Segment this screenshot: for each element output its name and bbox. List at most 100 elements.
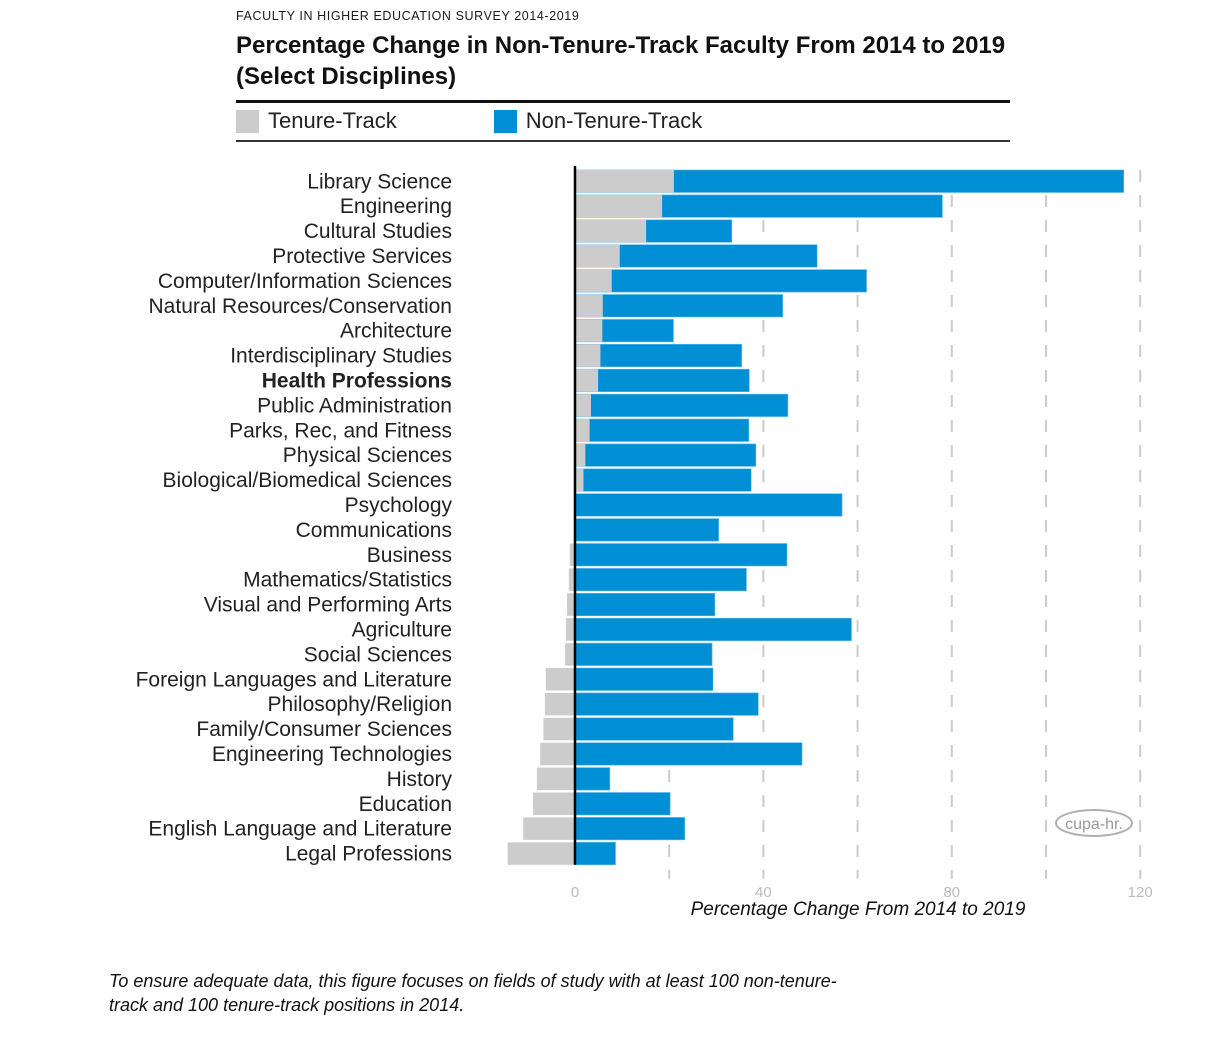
bar-non-tenure-track <box>574 767 611 791</box>
x-tick-label: 0 <box>571 884 579 901</box>
cupa-hr-logo: cupa-hr. <box>1055 809 1133 837</box>
legend-rule <box>236 140 1010 142</box>
category-label: Education <box>359 793 452 816</box>
chart-title: Percentage Change in Non-Tenure-Track Fa… <box>236 32 1006 90</box>
bar-non-tenure-track <box>574 592 716 617</box>
bar-non-tenure-track <box>574 568 747 592</box>
bar-tenure-track <box>569 543 575 566</box>
category-label: Protective Services <box>272 245 452 268</box>
bar-tenure-track <box>523 817 575 840</box>
bar-tenure-track <box>575 294 603 317</box>
x-tick-labels: 0 40 80 120 <box>571 884 1153 901</box>
bar-tenure-track <box>575 443 586 467</box>
footnote: To ensure adequate data, this figure foc… <box>109 971 837 1015</box>
category-label: Engineering Technologies <box>212 743 452 766</box>
bar-non-tenure-track <box>574 692 759 716</box>
x-tick-label: 120 <box>1128 884 1153 901</box>
bar-non-tenure-track <box>574 269 867 293</box>
category-label: Legal Professions <box>285 843 452 866</box>
bar-tenure-track <box>575 244 620 268</box>
bar-non-tenure-track <box>574 543 788 567</box>
bar-tenure-track <box>545 668 575 691</box>
legend-item-tenure-track: Tenure-Track <box>236 108 397 134</box>
legend-swatch-non-tenure-track <box>493 109 517 133</box>
legend-label: Non-Tenure-Track <box>525 108 703 133</box>
bar-non-tenure-track <box>574 393 789 417</box>
category-label: Business <box>367 544 452 567</box>
bar-tenure-track <box>565 643 575 666</box>
bar-tenure-track <box>575 369 599 392</box>
category-label: Engineering <box>340 195 452 218</box>
bar-non-tenure-track <box>574 418 750 442</box>
bar-non-tenure-track <box>574 617 852 642</box>
bar-non-tenure-track <box>574 468 752 492</box>
bar-tenure-track <box>544 692 575 716</box>
category-label: Interdisciplinary Studies <box>230 345 452 368</box>
bar-tenure-track <box>575 319 603 342</box>
bar-tenure-track <box>566 593 575 616</box>
category-label: Parks, Rec, and Fitness <box>229 419 452 442</box>
category-label: Physical Sciences <box>283 444 452 467</box>
category-label: Visual and Performing Arts <box>204 594 452 617</box>
bar-non-tenure-track <box>574 642 713 666</box>
category-label: Computer/Information Sciences <box>158 270 452 293</box>
bar-tenure-track <box>575 194 663 218</box>
logo-swoosh <box>1055 809 1133 837</box>
category-label: Mathematics/Statistics <box>243 569 452 592</box>
category-label: Psychology <box>345 494 453 517</box>
bar-tenure-track <box>533 792 575 815</box>
legend-label: Tenure-Track <box>268 108 397 133</box>
legend-swatch-tenure-track <box>236 109 259 133</box>
x-tick-label: 80 <box>943 884 960 901</box>
category-label: Philosophy/Religion <box>268 693 452 716</box>
category-label: Public Administration <box>257 394 452 417</box>
category-label: Family/Consumer Sciences <box>196 718 452 741</box>
bar-non-tenure-track <box>574 717 734 741</box>
bar-tenure-track <box>575 468 584 492</box>
legend: Tenure-Track Non-Tenure-Track <box>236 106 799 136</box>
x-tick-label: 40 <box>755 884 772 901</box>
bar-non-tenure-track <box>574 518 719 542</box>
category-label: Natural Resources/Conservation <box>149 295 452 318</box>
category-label: History <box>387 768 453 791</box>
bar-tenure-track <box>543 717 575 741</box>
category-label: Agriculture <box>352 618 452 641</box>
legend-item-non-tenure-track: Non-Tenure-Track <box>493 108 703 134</box>
title-rule <box>236 100 1010 103</box>
category-label: Social Sciences <box>304 643 452 666</box>
bar-non-tenure-track <box>574 742 803 766</box>
bar-non-tenure-track <box>574 841 616 866</box>
bar-tenure-track <box>575 269 612 293</box>
bars <box>507 166 1125 866</box>
category-label: Health Professions <box>262 369 452 392</box>
category-label: Cultural Studies <box>304 220 452 243</box>
bar-tenure-track <box>536 767 575 791</box>
bar-tenure-track <box>568 568 575 591</box>
chart-kicker: FACULTY IN HIGHER EDUCATION SURVEY 2014-… <box>236 9 580 23</box>
bar-non-tenure-track <box>574 294 784 318</box>
category-label: Communications <box>296 519 452 542</box>
bar-non-tenure-track <box>574 792 671 816</box>
category-label: Foreign Languages and Literature <box>136 668 452 691</box>
bar-non-tenure-track <box>574 817 686 841</box>
bar-tenure-track <box>575 344 601 367</box>
bar-tenure-track <box>507 842 575 865</box>
category-label: Library Science <box>307 170 452 193</box>
bar-tenure-track <box>566 618 575 641</box>
bar-non-tenure-track <box>574 443 757 467</box>
bar-tenure-track <box>540 742 575 766</box>
bar-tenure-track <box>575 219 647 243</box>
logo-text: cupa-hr. <box>1065 816 1123 833</box>
x-axis-label: Percentage Change From 2014 to 2019 <box>691 899 1026 920</box>
category-label: English Language and Literature <box>148 818 452 841</box>
bar-non-tenure-track <box>574 493 843 517</box>
bar-tenure-track <box>575 419 590 442</box>
bar-non-tenure-track <box>574 368 750 393</box>
category-label: Biological/Biomedical Sciences <box>163 469 452 492</box>
bar-non-tenure-track <box>574 667 714 691</box>
bar-tenure-track <box>575 394 592 417</box>
bar-tenure-track <box>575 170 674 193</box>
category-label: Architecture <box>340 320 452 343</box>
